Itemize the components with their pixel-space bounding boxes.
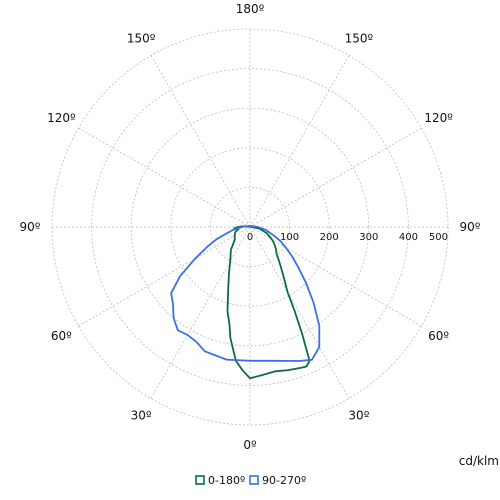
angle-label: 60º bbox=[428, 329, 449, 343]
grid-spoke bbox=[249, 226, 350, 399]
angle-labels: 180º 150º 150º 120º 120º 90º 90º 60º 60º 30º 30º 0º bbox=[20, 2, 481, 452]
angle-label: 120º bbox=[47, 111, 76, 125]
angle-label: 120º bbox=[424, 111, 453, 125]
series-line-0 bbox=[226, 224, 311, 380]
grid-circle-200 bbox=[170, 147, 330, 307]
radial-tick-label: 500 bbox=[429, 232, 448, 243]
radial-tick-label: 200 bbox=[320, 232, 339, 243]
angle-label: 30º bbox=[348, 409, 369, 423]
legend: 0-180º 90-270º bbox=[195, 474, 306, 487]
grid-spoke bbox=[249, 226, 422, 327]
grid-spoke bbox=[78, 127, 251, 228]
grid-circle-400 bbox=[91, 68, 409, 386]
legend-swatch bbox=[249, 475, 259, 485]
series-curves bbox=[170, 224, 321, 380]
legend-entry: 0-180º bbox=[208, 474, 245, 487]
unit-label: cd/klm bbox=[459, 454, 499, 468]
grid-circle-300 bbox=[130, 107, 370, 347]
grid-spoke bbox=[249, 55, 350, 228]
grid-spoke bbox=[78, 226, 251, 327]
angle-label: 150º bbox=[345, 31, 374, 45]
angle-label: 150º bbox=[127, 31, 156, 45]
angle-label: 90º bbox=[20, 220, 41, 234]
grid-spoke bbox=[150, 226, 251, 399]
radial-tick-label: 100 bbox=[280, 232, 299, 243]
grid-spoke bbox=[249, 127, 422, 228]
grid-spoke bbox=[150, 55, 251, 228]
grid-circle-100 bbox=[209, 186, 290, 267]
radial-tick-labels: 0 100 200 300 400 500 bbox=[247, 232, 448, 243]
angle-label: 60º bbox=[51, 329, 72, 343]
radial-tick-label: 0 bbox=[247, 232, 253, 243]
legend-swatch bbox=[195, 475, 205, 485]
angle-label: 0º bbox=[243, 438, 257, 452]
series-line-1 bbox=[170, 224, 321, 362]
angle-label: 90º bbox=[460, 220, 481, 234]
legend-entry: 90-270º bbox=[262, 474, 306, 487]
angle-label: 180º bbox=[236, 2, 265, 16]
angle-label: 30º bbox=[131, 409, 152, 423]
radial-tick-label: 300 bbox=[359, 232, 378, 243]
polar-grid bbox=[51, 28, 449, 426]
radial-tick-label: 400 bbox=[399, 232, 418, 243]
